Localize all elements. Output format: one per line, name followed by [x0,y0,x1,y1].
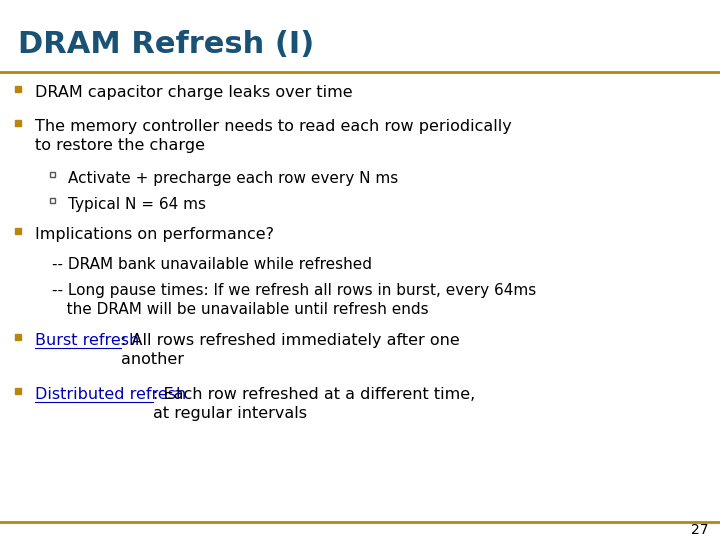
Bar [50,198,55,202]
Text: Typical N = 64 ms: Typical N = 64 ms [68,197,206,212]
Text: DRAM Refresh (I): DRAM Refresh (I) [18,30,314,59]
Bar [15,86,21,92]
Text: Implications on performance?: Implications on performance? [35,227,274,242]
Text: : All rows refreshed immediately after one
another: : All rows refreshed immediately after o… [121,333,460,367]
Bar [50,172,55,177]
Text: Burst refresh: Burst refresh [35,333,139,348]
Text: 27: 27 [690,523,708,537]
Bar [15,228,21,234]
Text: DRAM capacitor charge leaks over time: DRAM capacitor charge leaks over time [35,85,353,100]
Bar [15,388,21,394]
Text: Activate + precharge each row every N ms: Activate + precharge each row every N ms [68,171,398,186]
Bar [15,334,21,340]
Text: The memory controller needs to read each row periodically
to restore the charge: The memory controller needs to read each… [35,119,512,153]
Text: : Each row refreshed at a different time,
at regular intervals: : Each row refreshed at a different time… [153,387,475,421]
Bar [15,120,21,126]
Text: Distributed refresh: Distributed refresh [35,387,186,402]
Text: -- Long pause times: If we refresh all rows in burst, every 64ms
   the DRAM wil: -- Long pause times: If we refresh all r… [52,283,536,317]
Text: -- DRAM bank unavailable while refreshed: -- DRAM bank unavailable while refreshed [52,257,372,272]
